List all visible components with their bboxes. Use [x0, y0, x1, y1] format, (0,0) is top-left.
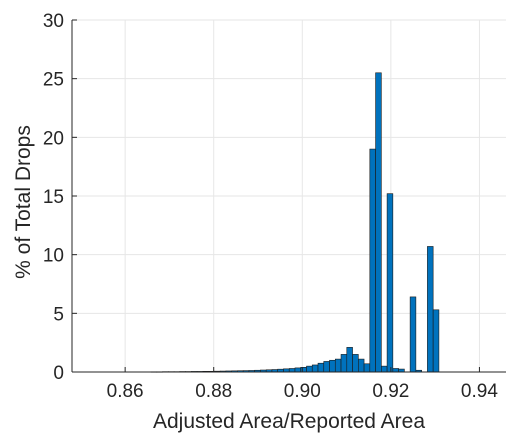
histogram-bar [334, 358, 342, 373]
grid [72, 19, 506, 373]
histogram-bar [381, 365, 388, 373]
histogram-bar [340, 354, 348, 373]
histogram-bar [392, 368, 399, 373]
y-tick-label: 0 [53, 363, 64, 384]
x-tick-label: 0.88 [195, 381, 232, 402]
x-tick-label: 0.86 [107, 381, 144, 402]
histogram-bar [288, 368, 296, 373]
histogram-bar [369, 148, 376, 373]
histogram-bar [386, 193, 394, 373]
histogram-bar [363, 363, 371, 373]
histogram-bar [427, 246, 434, 373]
x-tick-label: 0.94 [461, 381, 498, 402]
histogram-bar [306, 365, 313, 373]
histogram-bar [311, 364, 319, 373]
y-tick-label: 20 [43, 128, 64, 149]
y-axis-label: % of Total Drops [12, 125, 35, 279]
histogram-bar [329, 359, 336, 373]
histogram-bar [300, 367, 307, 373]
x-tick-label: 0.90 [284, 381, 321, 402]
ticks: 0.86 0.88 0.90 0.92 0.94 0 5 10 15 20 25 30 [43, 11, 498, 402]
y-tick-label: 25 [43, 70, 64, 91]
histogram-bar [432, 309, 440, 373]
x-tick-label: 0.92 [372, 381, 409, 402]
histogram-bar [323, 361, 330, 373]
x-axis-label: Adjusted Area/Reported Area [153, 410, 425, 433]
histogram-bar [375, 72, 382, 373]
y-tick-label: 30 [43, 11, 64, 32]
histogram-bar [358, 358, 365, 373]
y-tick-label: 10 [43, 246, 64, 267]
histogram-bar [352, 354, 359, 373]
histogram-bar [409, 296, 417, 373]
y-tick-label: 5 [53, 304, 64, 325]
histogram-bar [346, 347, 353, 373]
histogram-bar [294, 367, 302, 373]
y-tick-label: 15 [43, 187, 64, 208]
histogram-bar [317, 362, 325, 373]
bars [150, 72, 440, 373]
